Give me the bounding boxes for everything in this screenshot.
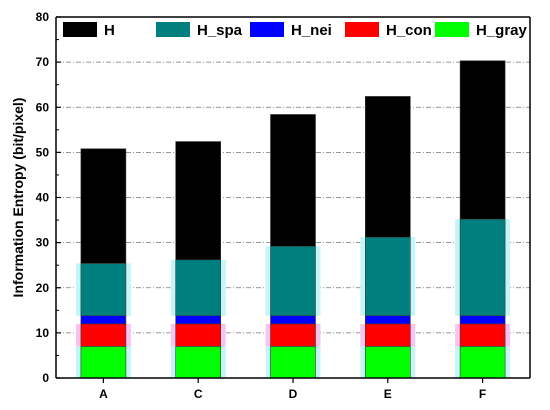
y-axis-title: Information Entropy (bit/pixel) [10,98,26,298]
y-tick-label: 30 [36,236,50,250]
bar-segment-h-con-d [270,323,316,347]
bar-segment-h-gray-a [80,346,127,379]
bar-segment-h-nei-f [459,315,506,325]
legend-label-h-spa: H_spa [197,22,243,39]
x-tick-label-e: E [384,387,392,401]
bar-segment-h-spa-e [364,236,411,317]
ticks: 0 10 20 30 40 50 60 70 80 A C D E F [36,10,487,401]
bar-segment-h-gray-e [364,346,411,379]
y-tick-label: 0 [42,371,49,385]
x-tick-label-c: C [194,387,203,401]
y-tick-label: 80 [36,10,50,24]
y-tick-label: 70 [36,55,50,69]
x-tick-label-f: F [479,387,486,401]
bars [75,60,511,379]
y-tick-label: 20 [36,281,50,295]
bar-segment-h-spa-d [270,245,316,317]
legend-label-h-gray: H_gray [476,22,528,39]
legend-swatch-h-spa [156,22,190,37]
legend-swatch-h-nei [250,22,284,37]
legend-swatch-h-con [345,22,379,37]
bar-segment-h-con-f [459,323,506,347]
bar-segment-h-spa-f [459,218,506,317]
bar-segment-h-nei-a [80,315,127,325]
bar-segment-h-spa-c [175,259,221,317]
y-tick-label: 40 [36,191,50,205]
bar-segment-h-c [175,141,221,261]
legend-label-h: H [104,22,115,39]
bar-segment-h-spa-a [80,263,127,317]
bar-segment-h-con-e [364,323,411,347]
bar-segment-h-gray-c [175,346,221,379]
legend-swatch-h-gray [435,22,469,37]
legend-label-h-nei: H_nei [291,22,332,39]
y-tick-label: 60 [36,100,50,114]
bar-segment-h-a [80,148,127,264]
y-tick-label: 50 [36,145,50,159]
legend: H H_spa H_nei H_con H_gray [63,22,528,39]
y-tick-label: 10 [36,326,50,340]
bar-segment-h-nei-e [364,315,411,325]
x-tick-label-a: A [99,387,108,401]
bar-segment-h-f [459,60,506,220]
bar-segment-h-con-c [175,323,221,347]
bar-segment-h-nei-d [270,315,316,325]
x-tick-label-d: D [289,387,298,401]
bar-segment-h-gray-f [459,346,506,379]
legend-label-h-con: H_con [386,22,432,39]
bar-segment-h-con-a [80,323,127,347]
legend-swatch-h [63,22,97,37]
bar-segment-h-d [270,114,316,247]
bar-segment-h-gray-d [270,346,316,379]
bar-segment-h-e [364,96,411,238]
bar-segment-h-nei-c [175,315,221,325]
